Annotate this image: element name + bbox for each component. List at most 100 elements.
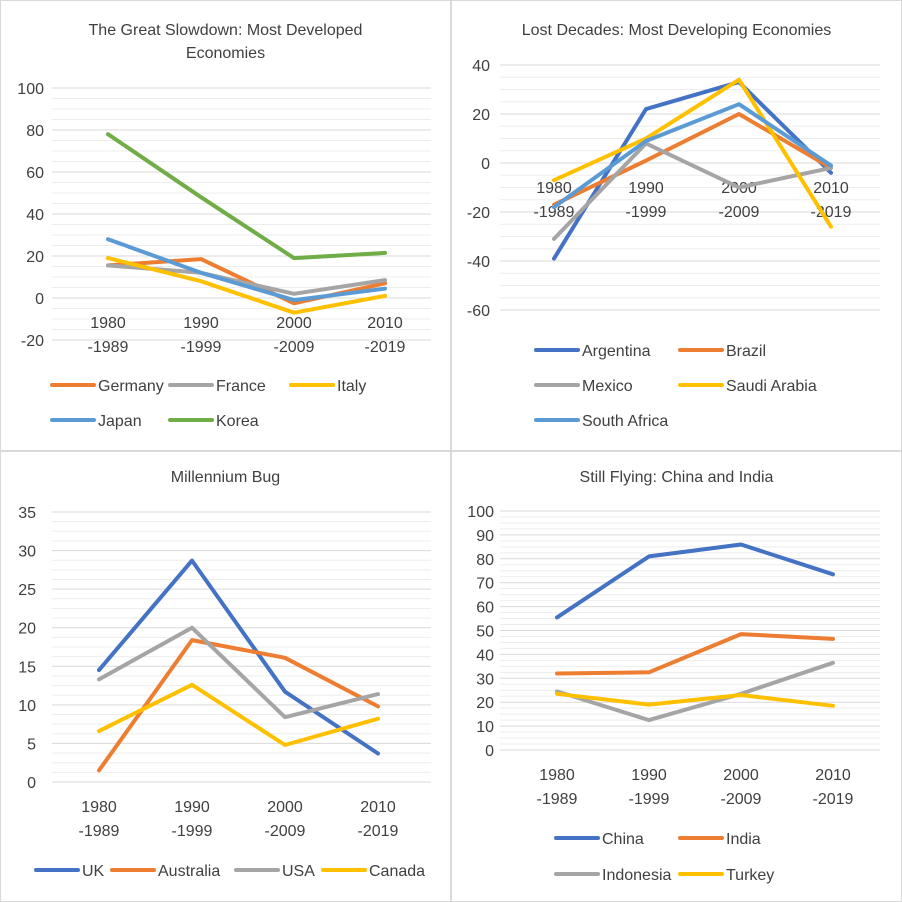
y-tick-label: 80 <box>476 552 494 569</box>
legend-item-canada: Canada <box>321 863 425 880</box>
y-tick-label: 50 <box>476 624 494 641</box>
legend-item-turkey: Turkey <box>678 867 774 884</box>
y-tick-label: 20 <box>26 249 44 266</box>
legend-item-japan: Japan <box>50 413 142 430</box>
legend-label: Canada <box>369 863 425 880</box>
chart-frame <box>0 451 451 902</box>
y-tick-label: 100 <box>17 81 44 98</box>
x-tick-label: 1990 <box>631 767 667 784</box>
y-tick-label: -60 <box>467 303 490 320</box>
x-tick-label: -2009 <box>274 339 315 356</box>
legend-label: France <box>216 378 266 395</box>
y-tick-label: 20 <box>18 621 36 638</box>
chart-4: Still Flying: China and India 0 10 20 30 40 50… <box>451 451 902 902</box>
x-tick-label: 2010 <box>813 180 849 197</box>
y-tick-label: 5 <box>27 736 36 753</box>
legend-item-australia: Australia <box>110 863 220 880</box>
legend-label: India <box>726 831 761 848</box>
y-tick-label: -20 <box>467 205 490 222</box>
legend-item-argentina: Argentina <box>534 343 651 360</box>
series-line-uk <box>97 558 380 756</box>
legend-label: Mexico <box>582 378 633 395</box>
legend-item-saudi-arabia: Saudi Arabia <box>678 378 817 395</box>
chart-title: Lost Decades: Most Developing Economies <box>522 22 832 39</box>
legend-item-china: China <box>554 831 644 848</box>
y-tick-label: 0 <box>27 775 36 792</box>
x-tick-label: 2000 <box>723 767 759 784</box>
legend-item-brazil: Brazil <box>678 343 766 360</box>
legend-label: Australia <box>158 863 220 880</box>
y-tick-label: 35 <box>18 505 36 522</box>
y-tick-label: 0 <box>35 291 44 308</box>
y-tick-label: 40 <box>476 647 494 664</box>
series-line-brazil <box>552 112 833 207</box>
x-tick-label: 2010 <box>360 799 396 816</box>
x-tick-label: -1989 <box>537 791 578 808</box>
x-tick-label: -2009 <box>721 791 762 808</box>
legend-item-germany: Germany <box>50 378 164 395</box>
series-line-india <box>555 632 835 676</box>
series-line-canada <box>97 682 380 747</box>
y-tick-label: 80 <box>26 123 44 140</box>
y-tick-label: 90 <box>476 528 494 545</box>
legend-label: Japan <box>98 413 142 430</box>
legend-item-india: India <box>678 831 761 848</box>
legend-item-korea: Korea <box>168 413 259 430</box>
chart-title: Still Flying: China and India <box>580 469 774 486</box>
legend-item-uk: UK <box>34 863 105 880</box>
y-tick-label: 0 <box>485 743 494 760</box>
legend-item-south-africa: South Africa <box>534 413 668 430</box>
y-tick-label: 100 <box>467 504 494 521</box>
legend-label: USA <box>282 863 315 880</box>
chart-3: Millennium Bug 0 5 10 15 20 25 30 35 1980 -1989 199… <box>0 451 451 902</box>
x-tick-label: -1999 <box>629 791 670 808</box>
x-tick-label: 2000 <box>267 799 303 816</box>
series-line-turkey <box>555 691 835 708</box>
chart-title: The Great Slowdown: Most Developed <box>89 22 363 39</box>
series-line-china <box>555 542 835 620</box>
legend-label: Italy <box>337 378 366 395</box>
x-tick-label: -2019 <box>365 339 406 356</box>
legend-label: Brazil <box>726 343 766 360</box>
legend-label: China <box>602 831 644 848</box>
chart-frame <box>451 0 902 451</box>
y-tick-label: 25 <box>18 582 36 599</box>
y-tick-label: 20 <box>476 695 494 712</box>
legend-item-usa: USA <box>234 863 315 880</box>
x-tick-label: -1999 <box>181 339 222 356</box>
y-tick-label: 60 <box>26 165 44 182</box>
legend-label: South Africa <box>582 413 668 430</box>
x-tick-label: 1990 <box>174 799 210 816</box>
y-tick-label: 15 <box>18 659 36 676</box>
x-tick-label: 2000 <box>276 315 312 332</box>
x-tick-label: -1989 <box>534 204 575 221</box>
legend-item-indonesia: Indonesia <box>554 867 671 884</box>
legend-item-mexico: Mexico <box>534 378 633 395</box>
legend-label: Germany <box>98 378 164 395</box>
legend-label: UK <box>82 863 105 880</box>
legend-item-italy: Italy <box>289 378 366 395</box>
chart-frame <box>0 0 451 451</box>
y-tick-label: -40 <box>467 254 490 271</box>
y-tick-label: 30 <box>476 671 494 688</box>
x-tick-label: -2019 <box>358 823 399 840</box>
series-line-australia <box>97 638 380 773</box>
chart-2: Lost Decades: Most Developing Economies -… <box>451 0 902 451</box>
x-tick-label: -1999 <box>172 823 213 840</box>
legend-item-france: France <box>168 378 266 395</box>
legend-label: Turkey <box>726 867 774 884</box>
x-tick-label: 2010 <box>815 767 851 784</box>
legend-label: Indonesia <box>602 867 671 884</box>
legend-label: Argentina <box>582 343 651 360</box>
x-tick-label: 1980 <box>539 767 575 784</box>
series-line-saudi-arabia <box>552 77 833 229</box>
x-tick-label: 1980 <box>536 180 572 197</box>
x-tick-label: 1990 <box>628 180 664 197</box>
series-line-italy <box>106 256 387 315</box>
x-tick-label: -1989 <box>79 823 120 840</box>
y-tick-label: 70 <box>476 576 494 593</box>
series-line-south-africa <box>552 102 833 210</box>
series-line-japan <box>106 237 387 303</box>
y-tick-label: -20 <box>21 333 44 350</box>
x-tick-label: 2010 <box>367 315 403 332</box>
